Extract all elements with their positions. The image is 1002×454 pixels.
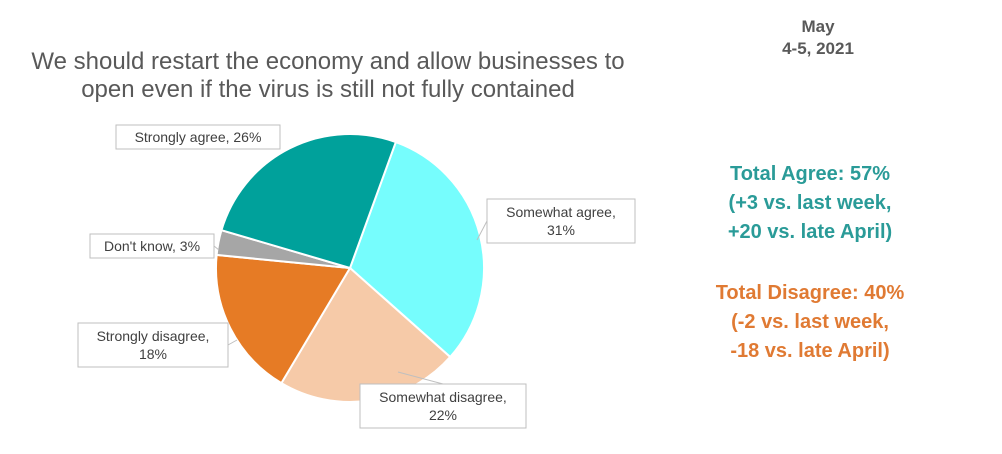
survey-date: May 4-5, 2021 (782, 17, 854, 58)
svg-text:31%: 31% (547, 222, 575, 238)
slice-label-somewhat-disagree: Somewhat disagree, 22% (359, 371, 527, 429)
total-agree-summary: Total Agree: 57% (+3 vs. last week, +20 … (690, 160, 930, 247)
pie-slice-strongly-agree (220, 133, 398, 270)
chart-title: We should restart the economy and allow … (31, 48, 625, 103)
svg-text:Somewhat agree,: Somewhat agree, (506, 204, 616, 220)
svg-text:Somewhat disagree,: Somewhat disagree, (379, 389, 507, 405)
total-disagree-change-week: (-2 vs. last week, (731, 311, 889, 333)
pie-slice-strongly-disagree (215, 253, 352, 385)
total-agree-change-week: (+3 vs. last week, (728, 192, 892, 214)
total-agree-value: Total Agree: 57% (729, 163, 891, 185)
slice-label-strongly-agree: Strongly agree, 26% (115, 124, 281, 150)
total-disagree-value: Total Disagree: 40% (715, 282, 905, 304)
slice-label-don-t-know: Don't know, 3% (89, 233, 220, 259)
total-agree-change-april: +20 vs. late April) (727, 221, 893, 243)
total-disagree-summary: Total Disagree: 40% (-2 vs. last week, -… (690, 279, 930, 366)
svg-text:Strongly agree, 26%: Strongly agree, 26% (135, 129, 262, 145)
svg-text:22%: 22% (429, 407, 457, 423)
svg-text:Strongly disagree,: Strongly disagree, (97, 328, 210, 344)
svg-text:Don't know, 3%: Don't know, 3% (104, 238, 200, 254)
total-disagree-change-april: -18 vs. late April) (730, 340, 890, 362)
slice-label-somewhat-agree: Somewhat agree, 31% (476, 198, 636, 244)
slice-label-strongly-disagree: Strongly disagree, 18% (77, 322, 238, 368)
svg-text:18%: 18% (139, 346, 167, 362)
